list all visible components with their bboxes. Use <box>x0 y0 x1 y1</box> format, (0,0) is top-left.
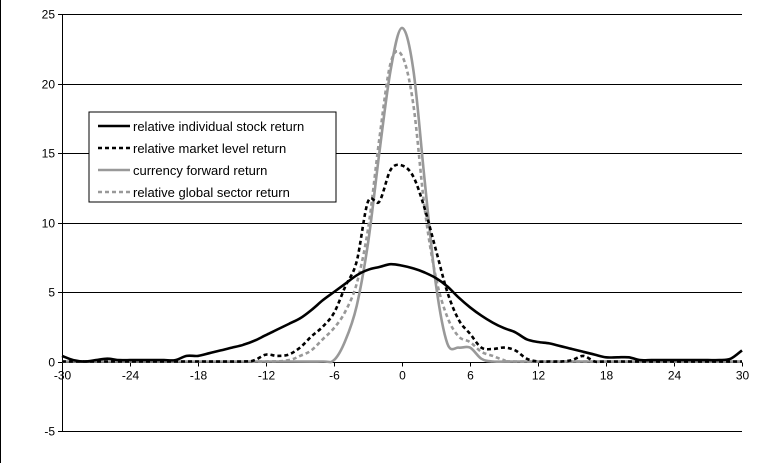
y-tick-label-10: 10 <box>42 217 56 231</box>
legend: relative individual stock return relativ… <box>88 111 337 203</box>
y-tick-label--5: -5 <box>44 425 55 439</box>
y-tick-label-15: 15 <box>42 147 56 161</box>
legend-box <box>88 111 337 203</box>
legend-label-currency: currency forward return <box>133 163 267 178</box>
x-tick-label--30: -30 <box>54 369 72 383</box>
x-tick-label-12: 12 <box>532 369 546 383</box>
x-tick-label--6: -6 <box>329 369 340 383</box>
x-tick-label--12: -12 <box>258 369 276 383</box>
x-tick-label-0: 0 <box>399 369 406 383</box>
y-tick-label-20: 20 <box>42 78 56 92</box>
x-tick-label-24: 24 <box>668 369 682 383</box>
legend-label-sector: relative global sector return <box>133 185 290 200</box>
y-tick-label-25: 25 <box>42 8 56 22</box>
y-tick-label-5: 5 <box>48 286 55 300</box>
x-tick-label-30: 30 <box>736 369 750 383</box>
y-tick-label-0: 0 <box>48 356 55 370</box>
series-lines <box>61 26 743 364</box>
x-tick-label-18: 18 <box>600 369 614 383</box>
series-line-currency <box>62 26 742 364</box>
x-tick-label--24: -24 <box>122 369 140 383</box>
series-line-sector <box>62 49 742 363</box>
legend-label-stock: relative individual stock return <box>133 119 304 134</box>
tick-marks: -5 0 5 10 15 20 25 -30 -24 -18 -12 -6 0 6 12 18 24 30 <box>42 8 750 439</box>
series-line-market <box>62 163 742 364</box>
x-tick-label--18: -18 <box>190 369 208 383</box>
legend-label-market: relative market level return <box>133 141 286 156</box>
x-tick-label-6: 6 <box>467 369 474 383</box>
series-line-stock <box>61 262 743 363</box>
